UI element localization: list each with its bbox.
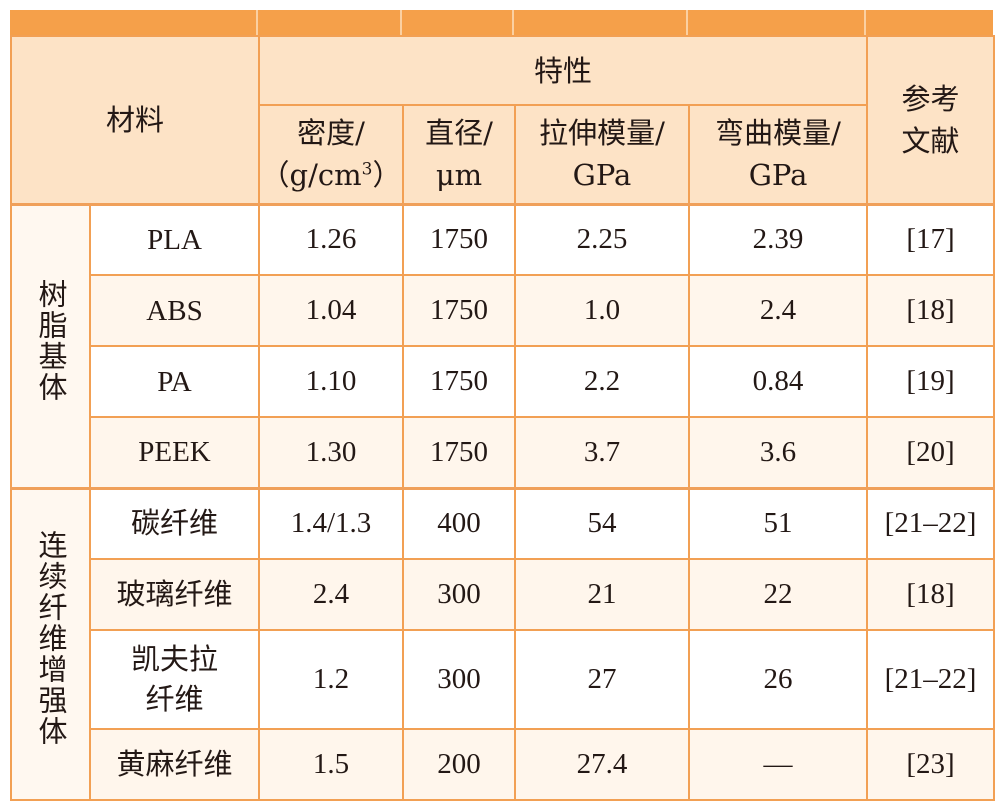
tensile-modulus-cell: 54	[514, 486, 691, 560]
material-cell: 玻璃纤维	[88, 558, 261, 631]
density-cell: 2.4	[258, 558, 405, 631]
table-row: 树脂基体 PLA 1.26 1750 2.25 2.39 [17]	[10, 202, 996, 489]
properties-header: 特性	[258, 35, 869, 106]
material-cell: 凯夫拉 纤维	[88, 629, 261, 730]
material-cell: ABS	[88, 274, 261, 347]
reference-cell: [21–22]	[866, 486, 996, 560]
table-row: ABS 1.04 1750 1.0 2.4 [18]	[11, 274, 996, 347]
density-cell: 1.2	[258, 629, 405, 730]
table-row: 连续纤维增强体 碳纤维 1.4/1.3 400 54 51 [21–22]	[10, 486, 996, 801]
flexural-modulus-cell: 0.84	[688, 345, 869, 418]
group-label-resin-matrix: 树脂基体	[10, 202, 91, 489]
table-row: 黄麻纤维 1.5 200 27.4 — [23]	[11, 728, 996, 801]
reference-cell: [21–22]	[866, 629, 996, 730]
table-row: 凯夫拉 纤维 1.2 300 27 26 [21–22]	[11, 629, 996, 730]
diameter-cell: 300	[402, 558, 517, 631]
diameter-cell: 300	[402, 629, 517, 730]
material-cell: PLA	[88, 202, 261, 276]
tensile-modulus-cell: 27	[514, 629, 691, 730]
table-row: 玻璃纤维 2.4 300 21 22 [18]	[11, 558, 996, 631]
density-cell: 1.26	[258, 202, 405, 276]
tensile-modulus-cell: 27.4	[514, 728, 691, 801]
reference-cell: [20]	[866, 416, 996, 489]
density-cell: 1.4/1.3	[258, 486, 405, 560]
material-properties-table: 材料 特性 参考 文献 密度/ （g/cm3） 直径/μm 拉伸模量/GPa 弯曲…	[9, 35, 996, 801]
density-header: 密度/ （g/cm3）	[258, 104, 405, 205]
flexural-modulus-cell: 2.4	[688, 274, 869, 347]
material-cell: 碳纤维	[88, 486, 261, 560]
table-row: PA 1.10 1750 2.2 0.84 [19]	[11, 345, 996, 418]
group-label-continuous-fiber: 连续纤维增强体	[10, 486, 91, 801]
flexural-modulus-cell: 22	[688, 558, 869, 631]
diameter-header: 直径/μm	[402, 104, 517, 205]
tensile-modulus-header: 拉伸模量/GPa	[514, 104, 691, 205]
density-cell: 1.30	[258, 416, 405, 489]
flexural-modulus-cell: 3.6	[688, 416, 869, 489]
reference-cell: [23]	[866, 728, 996, 801]
flexural-modulus-cell: 26	[688, 629, 869, 730]
tensile-modulus-cell: 1.0	[514, 274, 691, 347]
density-cell: 1.04	[258, 274, 405, 347]
diameter-cell: 400	[402, 486, 517, 560]
tensile-modulus-cell: 21	[514, 558, 691, 631]
reference-cell: [18]	[866, 274, 996, 347]
reference-cell: [18]	[866, 558, 996, 631]
diameter-cell: 1750	[402, 274, 517, 347]
tensile-modulus-cell: 3.7	[514, 416, 691, 489]
material-cell: PA	[88, 345, 261, 418]
diameter-cell: 200	[402, 728, 517, 801]
table-row: PEEK 1.30 1750 3.7 3.6 [20]	[11, 416, 996, 489]
density-cell: 1.10	[258, 345, 405, 418]
density-cell: 1.5	[258, 728, 405, 801]
flexural-modulus-header: 弯曲模量/GPa	[688, 104, 869, 205]
diameter-cell: 1750	[402, 345, 517, 418]
flexural-modulus-cell: 51	[688, 486, 869, 560]
diameter-cell: 1750	[402, 202, 517, 276]
reference-cell: [19]	[866, 345, 996, 418]
diameter-cell: 1750	[402, 416, 517, 489]
tensile-modulus-cell: 2.25	[514, 202, 691, 276]
table-top-bar	[10, 10, 993, 35]
material-cell: PEEK	[88, 416, 261, 489]
reference-header: 参考 文献	[866, 35, 996, 205]
reference-cell: [17]	[866, 202, 996, 276]
flexural-modulus-cell: 2.39	[688, 202, 869, 276]
material-cell: 黄麻纤维	[88, 728, 261, 801]
tensile-modulus-cell: 2.2	[514, 345, 691, 418]
flexural-modulus-cell: —	[688, 728, 869, 801]
material-header: 材料	[9, 35, 261, 205]
